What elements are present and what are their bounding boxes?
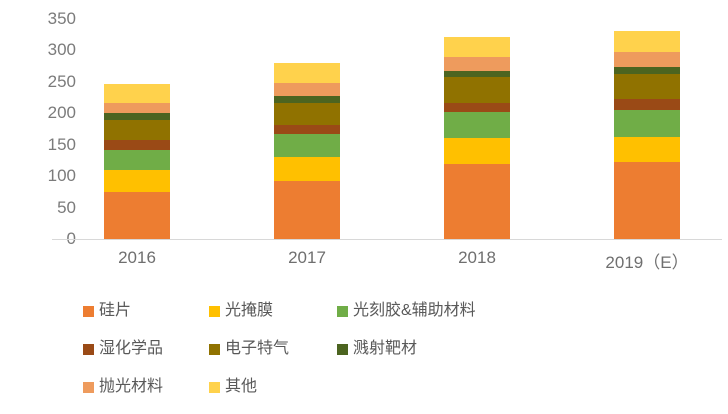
legend-label: 溅射靶材: [353, 340, 418, 357]
bar-segment: [274, 95, 340, 103]
bar-segment: [104, 140, 170, 151]
bar-segment: [614, 67, 680, 75]
x-axis-label: 2019（E）: [605, 253, 689, 272]
legend-label: 湿化学品: [99, 340, 164, 357]
bar-segment: [104, 191, 170, 239]
bar-segment: [274, 134, 340, 158]
bar-segment: [614, 109, 680, 137]
bar-segment: [614, 51, 680, 68]
bar-segment: [614, 136, 680, 163]
bar-segment: [614, 99, 680, 110]
legend-item: 抛光材料: [83, 378, 163, 396]
legend-label: 硅片: [99, 302, 132, 319]
x-axis-label: 2018: [458, 248, 496, 267]
legend-item: 光掩膜: [209, 302, 273, 320]
bar-segment: [274, 125, 340, 135]
bar-segment: [104, 112, 170, 121]
legend-swatch: [337, 343, 348, 355]
legend-item: 湿化学品: [83, 340, 163, 358]
bar-segment: [614, 162, 680, 239]
bar-segment: [614, 74, 680, 100]
x-axis-label: 2017: [288, 248, 326, 267]
bar-segment: [104, 150, 170, 170]
legend-swatch: [83, 305, 94, 317]
y-axis-tick-label: 0: [14, 230, 76, 248]
legend-item: 光刻胶&辅助材料: [337, 302, 476, 320]
bar-segment: [104, 120, 170, 141]
y-axis-tick-label: 250: [47, 71, 76, 91]
legend-label: 电子特气: [225, 340, 290, 357]
bar-segment: [444, 36, 510, 57]
x-axis-line: [52, 239, 722, 240]
legend-item: 其他: [209, 378, 257, 396]
y-axis-tick-label: 50: [57, 197, 76, 217]
legend-item: 电子特气: [209, 340, 289, 358]
y-axis-tick-label: 100: [47, 166, 76, 186]
bar-segment: [444, 56, 510, 71]
bar-segment: [444, 112, 510, 138]
bar-segment: [444, 102, 510, 113]
legend-item: 溅射靶材: [337, 340, 417, 358]
legend-swatch: [83, 381, 94, 393]
legend-label: 光掩膜: [225, 302, 274, 319]
legend-label: 其他: [225, 378, 258, 395]
bar-segment: [444, 76, 510, 103]
legend-swatch: [209, 381, 220, 393]
bar-segment: [104, 169, 170, 192]
bar-segment: [274, 83, 340, 96]
bar-segment: [444, 137, 510, 164]
y-axis-tick-label: 150: [47, 134, 76, 154]
legend-swatch: [209, 305, 220, 317]
bar-segment: [274, 63, 340, 84]
legend-label: 抛光材料: [99, 378, 164, 395]
y-axis-tick-label: 350: [47, 9, 76, 28]
bar-segment: [104, 84, 170, 104]
bar-segment: [274, 157, 340, 181]
bar-segment: [614, 30, 680, 52]
bar-segment: [444, 163, 510, 239]
legend-swatch: [337, 305, 348, 317]
legend-swatch: [83, 343, 94, 355]
bar-segment: [444, 70, 510, 77]
legend-label: 光刻胶&辅助材料: [353, 302, 476, 319]
y-axis-tick-label: 300: [47, 40, 76, 60]
x-axis-label: 2016: [118, 248, 156, 267]
bar-segment: [274, 180, 340, 239]
legend-swatch: [209, 343, 220, 355]
legend-item: 硅片: [83, 302, 131, 320]
bar-segment: [274, 102, 340, 126]
bar-segment: [104, 103, 170, 113]
y-axis-tick-label: 200: [47, 103, 76, 123]
